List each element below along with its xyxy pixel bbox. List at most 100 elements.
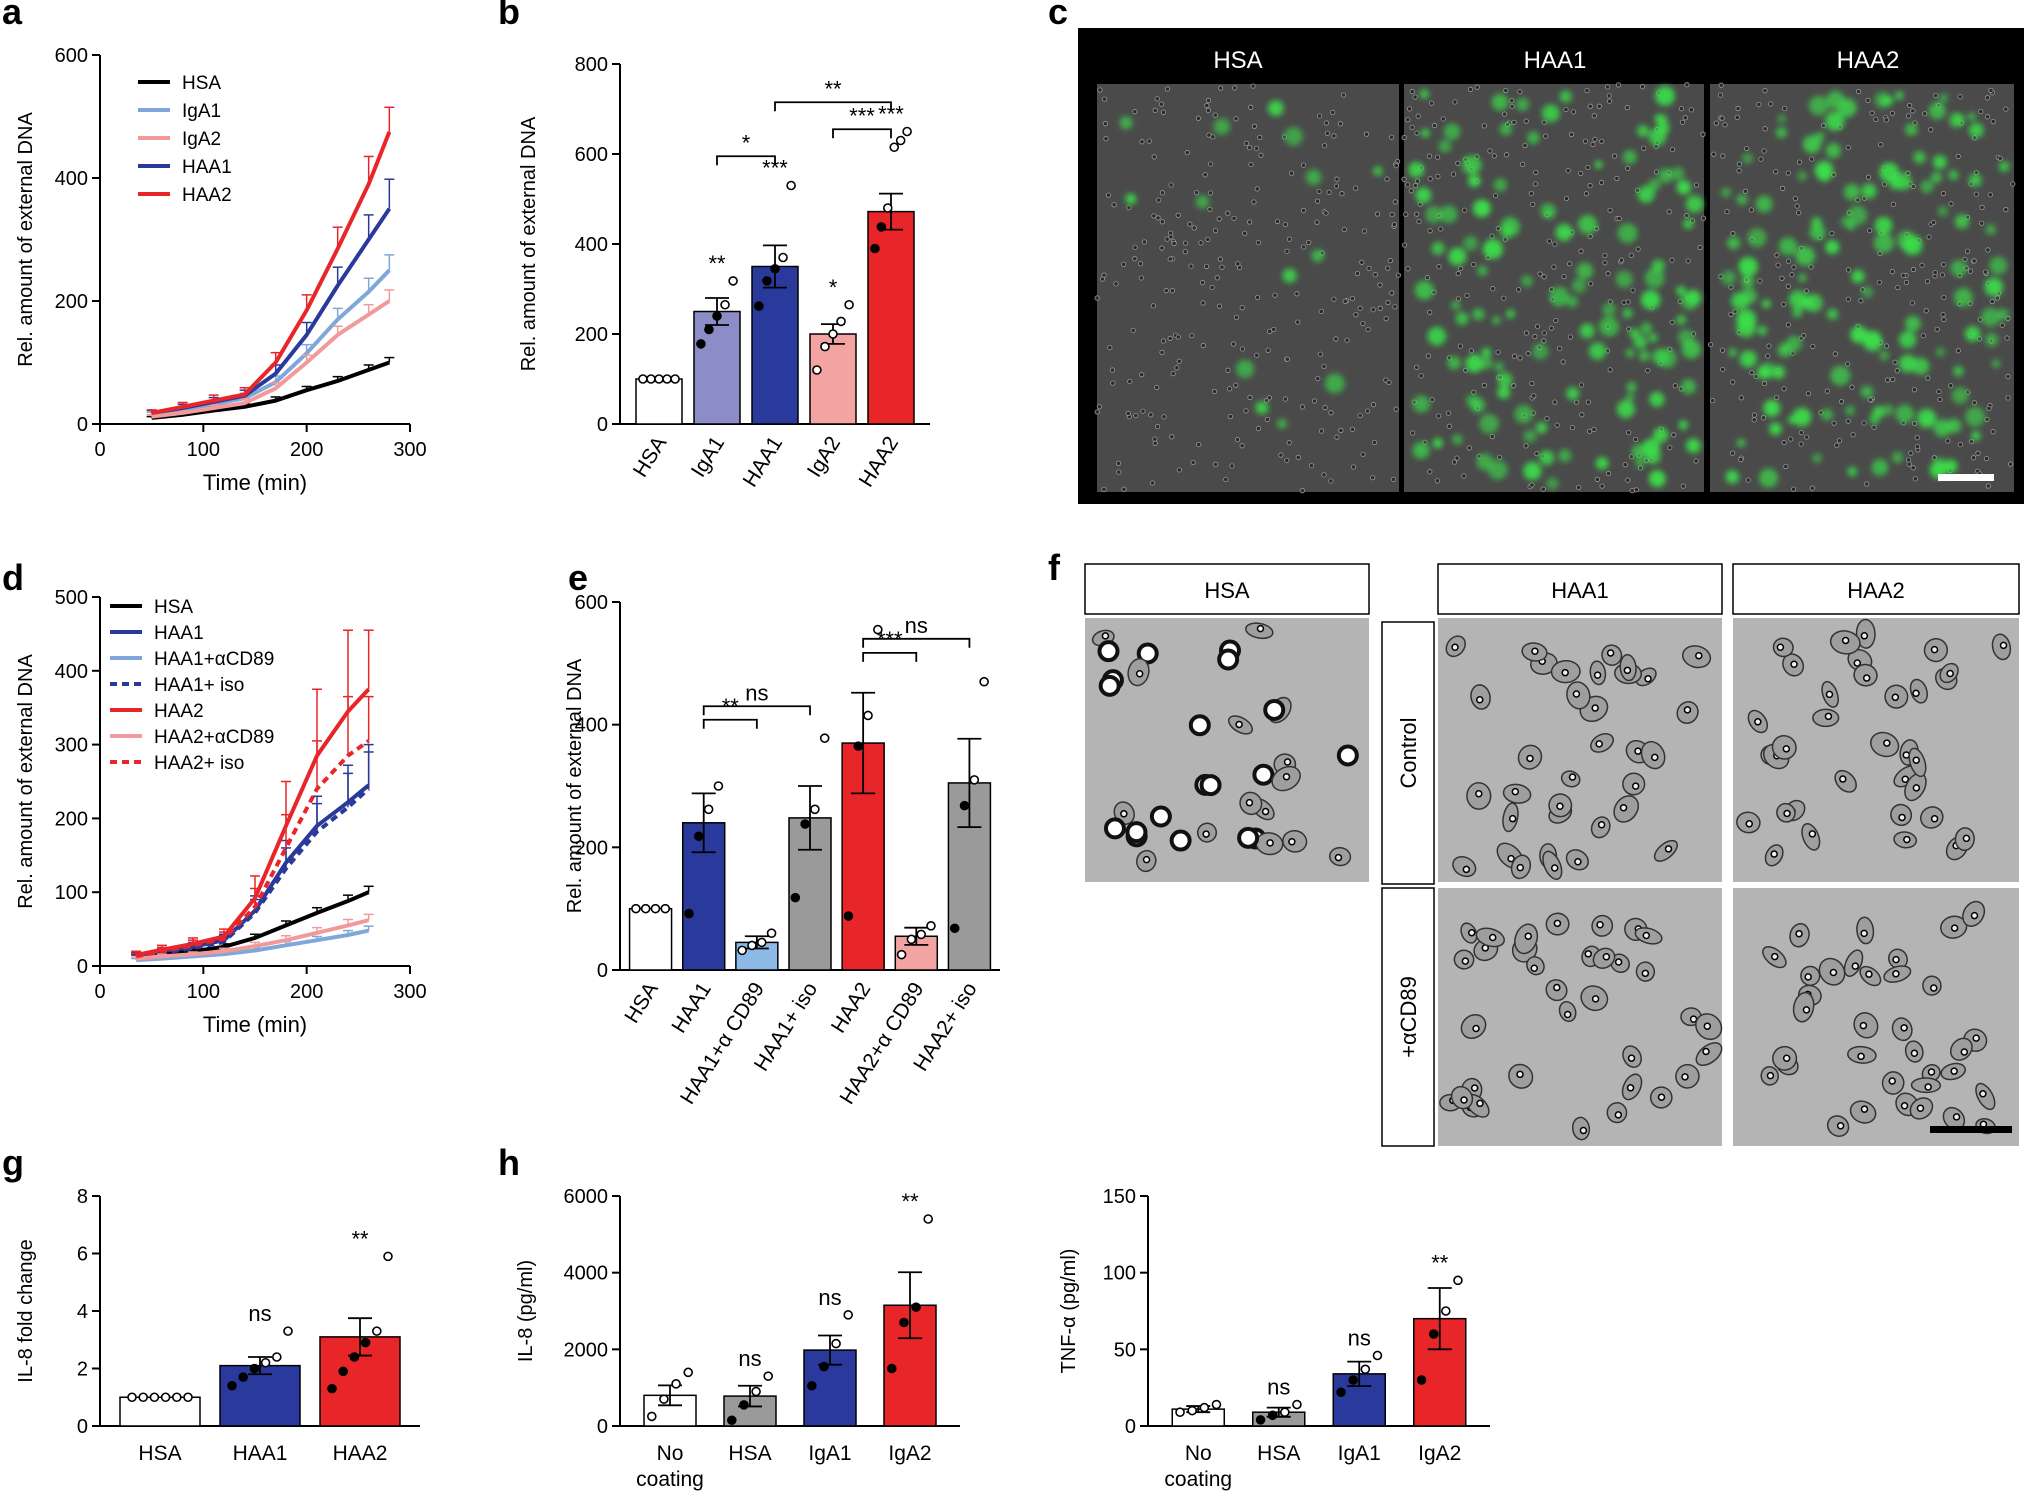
cell-granule [1683, 706, 1692, 714]
micrograph-f-row-label-control: Control [1396, 718, 1421, 789]
cell-dot [1415, 113, 1421, 119]
x-tick-label-line: No [1185, 1442, 1212, 1465]
cell-dot [1788, 436, 1794, 442]
cell-granule [1614, 958, 1623, 966]
cell-dot [1314, 219, 1320, 225]
cell-dot [1334, 434, 1340, 440]
comparison-bracket [716, 155, 776, 166]
cell-dot [1781, 386, 1787, 392]
y-tick-label: 0 [77, 956, 88, 978]
micrograph-f-row-label-acd89: +αCD89 [1396, 976, 1421, 1058]
fluorescent-cell [1521, 275, 1533, 288]
cell-granule [1651, 753, 1659, 762]
cell-dot [1979, 220, 1985, 226]
cell-dot [1242, 230, 1248, 236]
cell-dot [1171, 240, 1177, 247]
cell-dot [1416, 218, 1422, 225]
cell-dot [1151, 213, 1157, 219]
cell-granule [1614, 1111, 1623, 1119]
cell-dot [1775, 262, 1781, 268]
series-line [135, 739, 370, 959]
cell-dot [1624, 105, 1630, 111]
data-point [726, 1415, 737, 1426]
cell-dot [1393, 406, 1399, 412]
fluorescent-cell [1595, 456, 1609, 470]
cell-granule [1960, 1048, 1969, 1056]
cell-dot [1255, 294, 1261, 301]
data-point [916, 929, 926, 940]
cell-dot [2003, 106, 2009, 112]
cell-dot [1774, 252, 1780, 258]
cell-dot [1361, 228, 1368, 234]
y-axis-title: Rel. amount of external DNA [518, 116, 540, 371]
cell-dot [1563, 106, 1569, 113]
cell-dot [1920, 333, 1926, 339]
fluorescent-cell [1874, 216, 1893, 235]
x-tick-label: HSA [138, 1442, 181, 1465]
cell-dot [1790, 486, 1797, 492]
cell-granule [1634, 747, 1642, 755]
cell-dot [1982, 269, 1989, 275]
cell-dot [1409, 88, 1415, 95]
cell-dot [1301, 244, 1307, 250]
cell-dot [1586, 428, 1593, 434]
fluorescent-cell [1939, 93, 1948, 103]
data-point [1187, 1405, 1197, 1416]
cell-dot [1855, 197, 1861, 203]
cell-dot [1111, 202, 1117, 208]
cell-dot [1895, 284, 1901, 291]
cell-dot [1318, 308, 1324, 315]
legend-label: HAA2+αCD89 [154, 727, 274, 748]
fluorescent-cell [1968, 173, 1982, 187]
fluorescent-cell [1898, 354, 1917, 373]
fluorescent-cell [1757, 325, 1767, 336]
cell-dot [1551, 264, 1557, 270]
cell-dot [1170, 371, 1176, 377]
cell-granule [1288, 837, 1296, 846]
cell-dot [1717, 92, 1724, 98]
cell-dot [1232, 85, 1238, 91]
cell-dot [1182, 249, 1188, 255]
fluorescent-cell [1998, 161, 2010, 172]
x-tick-label-line: HSA [1257, 1442, 1300, 1465]
cell-dot [1910, 108, 1916, 114]
cell-dot [1271, 326, 1277, 333]
cell-granule [1979, 1090, 1987, 1098]
cell-granule [1808, 830, 1817, 838]
x-tick-label: 100 [187, 981, 220, 1003]
cell-dot [1742, 188, 1749, 194]
fluorescent-cell [1311, 249, 1324, 262]
cell-dot [1552, 241, 1558, 247]
x-tick-label: HSA [728, 1442, 771, 1465]
cell-dot [1286, 236, 1293, 242]
data-point [863, 710, 873, 721]
cell-dot [1392, 304, 1398, 310]
cell-dot [1255, 425, 1261, 432]
cell-granule [1851, 962, 1860, 970]
fluorescent-cell [1670, 166, 1685, 181]
fluorescent-cell [1840, 216, 1851, 227]
cell-dot [1127, 378, 1133, 385]
micrograph-f-col-label-hsa: HSA [1204, 578, 1250, 603]
cell-dot [1152, 107, 1158, 114]
cell-dot [1414, 364, 1420, 370]
cell-dot [1264, 416, 1270, 423]
cell-dot [1849, 384, 1855, 390]
x-tick-label: No coating [1164, 1442, 1232, 1491]
cell-dot [1324, 130, 1331, 136]
cell-dot [1622, 462, 1628, 468]
cell-dot [1984, 95, 1991, 101]
fluorescent-cell [1921, 413, 1933, 425]
cell-dot [1567, 261, 1573, 267]
cell-dot [1493, 193, 1499, 199]
cell-dot [1156, 197, 1162, 203]
cell-dot [1983, 455, 1990, 462]
data-point [160, 1392, 171, 1403]
cell-dot [1168, 234, 1174, 240]
cell-dot [1645, 367, 1651, 374]
data-point [1280, 1407, 1290, 1417]
data-point [659, 1394, 669, 1404]
cell-dot [1926, 234, 1932, 240]
cell-dot [1845, 418, 1851, 424]
cell-dot [1393, 163, 1399, 169]
